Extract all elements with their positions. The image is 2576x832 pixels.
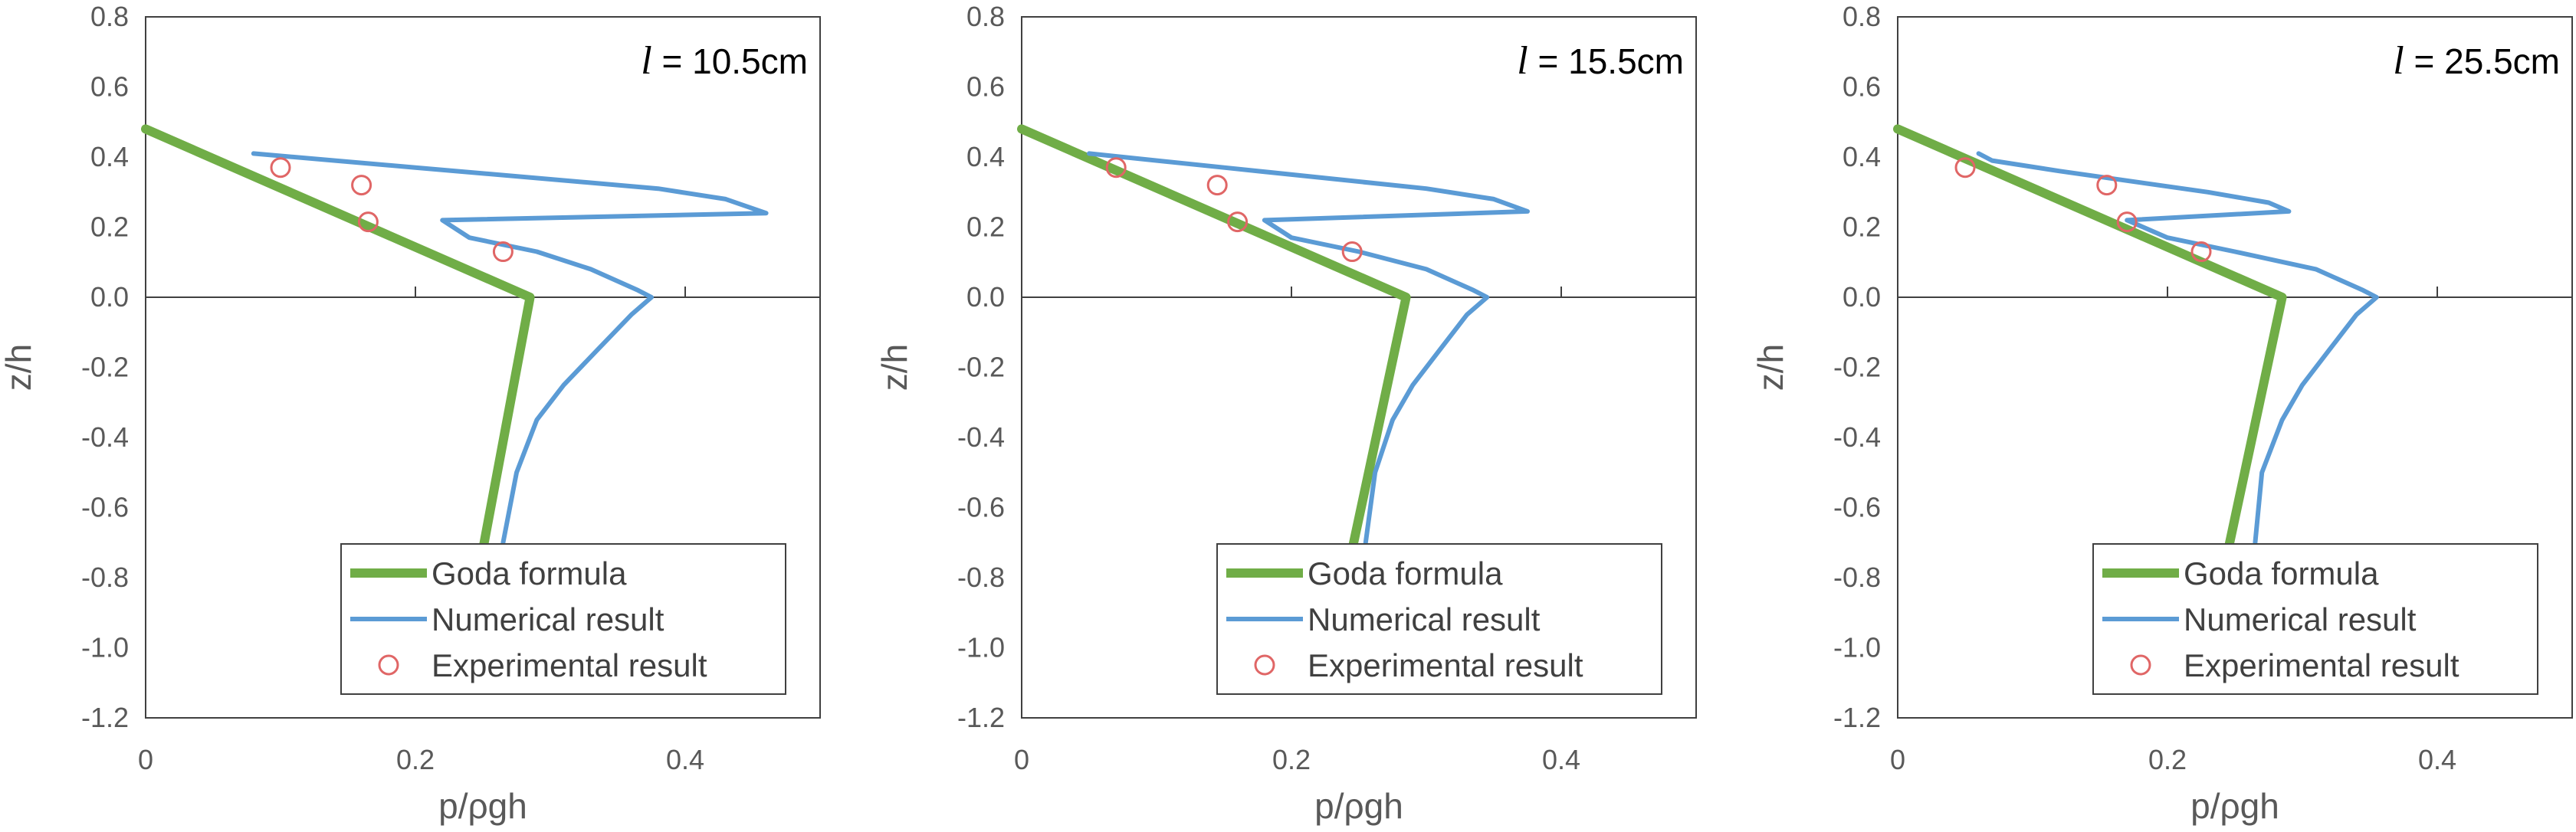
chart-0-series-numerical-result-line (251, 151, 769, 545)
chart-1-series-experimental-result-point (1227, 211, 1249, 233)
chart-0-ytick-label: -1.0 (81, 632, 129, 663)
chart-1-title: l = 15.5cm (1517, 39, 1684, 83)
chart-2-series-experimental-result-point (1954, 157, 1976, 179)
chart-0-ytick-label: 0.4 (90, 141, 129, 172)
chart-2-series-experimental-result-point (2190, 241, 2212, 263)
chart-0-series-experimental-result-point (351, 175, 372, 196)
chart-2-ytick-label: -0.2 (1833, 352, 1881, 383)
chart-0-title-rest: = 10.5cm (652, 41, 808, 81)
chart-2-series-numerical-result-line (1976, 151, 2379, 545)
chart-2-ytick-label: -1.0 (1833, 632, 1881, 663)
chart-1-series-numerical-result-line (1087, 151, 1530, 545)
chart-2-title-var: l (2393, 39, 2404, 83)
chart-0-series-experimental-result-point (270, 157, 291, 179)
chart-1-xtick-label: 0.2 (1272, 744, 1311, 775)
chart-0-title: l = 10.5cm (641, 39, 808, 83)
chart-0-legend-label-experimental-result: Experimental result (432, 647, 707, 683)
chart-1-legend-label-goda-formula: Goda formula (1308, 555, 1503, 591)
chart-1-ytick-label: 0.6 (966, 71, 1005, 103)
chart-0-ytick-label: -0.2 (81, 352, 129, 383)
chart-2-series-goda-formula-line (1893, 124, 2287, 555)
chart-2-xtick-label: 0.4 (2418, 744, 2456, 775)
chart-2-ytick-label: 0.6 (1843, 71, 1881, 103)
chart-2-legend-label-experimental-result: Experimental result (2184, 647, 2460, 683)
chart-2-legend-label-numerical-result: Numerical result (2184, 601, 2417, 637)
chart-1-panel: 0.8 0.6 0.4 0.2 0.0 -0.2 -0.4 -0.6 -0.8 -1.0 -1.2 0… (875, 1, 1697, 826)
chart-0-xtick-label: 0.2 (396, 744, 435, 775)
chart-1-y-axis-title: z/h (875, 344, 914, 391)
chart-2-title: l = 25.5cm (2393, 39, 2560, 83)
chart-2-ytick-label: 0.8 (1843, 1, 1881, 32)
chart-0-series-goda-formula-line (141, 124, 535, 555)
chart-2-legend-label-goda-formula: Goda formula (2184, 555, 2379, 591)
chart-2-legend-swatch-experimental-result (2130, 654, 2151, 676)
chart-2-series-experimental-result-point (2116, 211, 2138, 233)
chart-1-legend-swatch-experimental-result (1254, 654, 1275, 676)
chart-1-ytick-label: -1.0 (957, 632, 1005, 663)
chart-0-series-experimental-result-point (357, 211, 379, 233)
chart-1-ytick-label: -0.6 (957, 492, 1005, 523)
chart-1-plot-border (1021, 16, 1697, 719)
chart-2-title-rest: = 25.5cm (2404, 41, 2560, 81)
chart-2-ytick-label: 0.2 (1843, 211, 1881, 243)
chart-0-series-experimental-result-point (492, 241, 514, 263)
chart-1-title-var: l (1517, 39, 1528, 83)
chart-1-ytick-label: -0.8 (957, 562, 1005, 593)
chart-2-ytick-label: 0.0 (1843, 281, 1881, 313)
chart-0-ytick-label: 0.8 (90, 1, 129, 32)
chart-1-ytick-label: 0.2 (966, 211, 1005, 243)
chart-1-series-goda-formula-line (1017, 124, 1411, 555)
chart-2-ytick-label: -0.4 (1833, 421, 1881, 453)
chart-1-ytick-label: -1.2 (957, 702, 1005, 733)
chart-0-legend-label-goda-formula: Goda formula (432, 555, 627, 591)
chart-2-y-axis-title: z/h (1751, 344, 1790, 391)
chart-1-legend-label-experimental-result: Experimental result (1308, 647, 1583, 683)
chart-0-title-var: l (641, 39, 651, 83)
chart-2-ytick-label: -1.2 (1833, 702, 1881, 733)
chart-1-ytick-label: -0.4 (957, 421, 1005, 453)
chart-1-ytick-label: 0.0 (966, 281, 1005, 313)
chart-1-legend: Goda formula Numerical result Experimental… (1216, 543, 1662, 695)
chart-0-ytick-label: -0.8 (81, 562, 129, 593)
chart-1-xtick-label: 0.4 (1542, 744, 1580, 775)
chart-0-legend-label-numerical-result: Numerical result (432, 601, 665, 637)
chart-0-ytick-label: -0.6 (81, 492, 129, 523)
chart-2-xtick-label: 0 (1890, 744, 1905, 775)
chart-2-ytick-label: -0.6 (1833, 492, 1881, 523)
chart-0-ytick-label: 0.6 (90, 71, 129, 103)
chart-1-ytick-label: -0.2 (957, 352, 1005, 383)
chart-0-ytick-label: 0.0 (90, 281, 129, 313)
chart-1-x-axis-title: p/ρgh (1314, 786, 1403, 826)
chart-0-ytick-label: -1.2 (81, 702, 129, 733)
chart-0-ytick-label: 0.2 (90, 211, 129, 243)
chart-1-series-experimental-result-point (1206, 175, 1228, 196)
chart-0-xtick-label: 0 (138, 744, 153, 775)
chart-2-ytick-label: -0.8 (1833, 562, 1881, 593)
chart-2-x-axis-title: p/ρgh (2190, 786, 2279, 826)
chart-2-legend: Goda formula Numerical result Experimental… (2092, 543, 2538, 695)
chart-1-ytick-label: 0.4 (966, 141, 1005, 172)
chart-0-xtick-label: 0.4 (666, 744, 704, 775)
chart-0-panel: 0.8 0.6 0.4 0.2 0.0 -0.2 -0.4 -0.6 -0.8 -1.0 -1.2 0… (0, 1, 821, 826)
chart-1-series-experimental-result-point (1105, 157, 1127, 179)
chart-2-plot-border (1897, 16, 2573, 719)
chart-1-title-rest: = 15.5cm (1528, 41, 1684, 81)
chart-2-ytick-label: 0.4 (1843, 141, 1881, 172)
chart-2-xtick-label: 0.2 (2148, 744, 2187, 775)
chart-0-legend-swatch-experimental-result (378, 654, 399, 676)
chart-2-panel: 0.8 0.6 0.4 0.2 0.0 -0.2 -0.4 -0.6 -0.8 -1.0 -1.2 0… (1751, 1, 2573, 826)
chart-0-legend: Goda formula Numerical result Experimental… (340, 543, 786, 695)
chart-2-series-experimental-result-point (2096, 175, 2118, 196)
chart-1-xtick-label: 0 (1014, 744, 1029, 775)
chart-0-x-axis-title: p/ρgh (438, 786, 527, 826)
chart-1-series-experimental-result-point (1341, 241, 1363, 263)
chart-1-legend-label-numerical-result: Numerical result (1308, 601, 1541, 637)
chart-0-ytick-label: -0.4 (81, 421, 129, 453)
chart-1-ytick-label: 0.8 (966, 1, 1005, 32)
chart-0-plot-border (145, 16, 821, 719)
chart-0-y-axis-title: z/h (0, 344, 38, 391)
